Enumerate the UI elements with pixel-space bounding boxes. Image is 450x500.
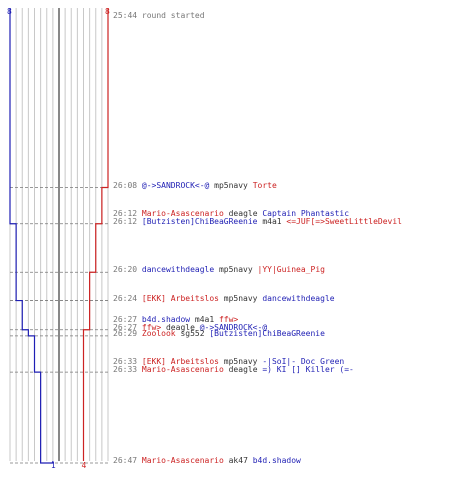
event-line: 26:33 [EKK] Arbeitslos mp5navy -|SoI|- D… <box>113 357 344 366</box>
blue-start-count: 8 <box>7 7 12 16</box>
player-name: dancewithdeagle <box>262 293 335 303</box>
event-line: 26:24 [EKK] Arbeitslos mp5navy dancewith… <box>113 294 335 303</box>
player-name: |YY|Guinea_Pig <box>257 265 325 275</box>
event-line: 26:20 dancewithdeagle mp5navy |YY|Guinea… <box>113 265 325 274</box>
weapon-name: ak47 <box>223 456 253 465</box>
player-name: [EKK] Arbeitslos <box>141 357 219 367</box>
event-time: 26:27 <box>113 322 142 332</box>
weapon-name: m4a1 <box>190 314 219 324</box>
weapon-name: mp5navy <box>209 180 253 190</box>
event-line: 26:27 ffw> deagle @->SANDROCK<-@ <box>113 323 267 332</box>
event-note: round started <box>141 11 205 20</box>
player-name: b4d.shadow <box>252 456 301 465</box>
event-time: 25:44 <box>113 11 142 20</box>
player-name: Mario-Asascenario <box>141 456 224 465</box>
event-time: 26:27 <box>113 314 142 324</box>
event-time: 26:08 <box>113 180 142 190</box>
player-name: [Butzisten]ChiBeaGReenie <box>141 216 258 226</box>
event-line: 25:44 round started <box>113 11 205 20</box>
red-final-count: 4 <box>81 461 87 470</box>
player-name: Mario-Asascenario <box>141 365 224 375</box>
weapon-name: mp5navy <box>218 357 263 367</box>
event-line: 26:12 [Butzisten]ChiBeaGReenie m4a1 <=JU… <box>113 217 402 226</box>
player-name: b4d.shadow <box>141 314 191 324</box>
player-name: [Butzisten]ChiBeaGReenie <box>209 328 325 338</box>
player-name: ffw> <box>141 322 162 332</box>
blue-final-count: 1 <box>50 461 56 470</box>
event-time: 26:47 <box>113 456 142 465</box>
weapon-name: deagle <box>161 322 200 332</box>
player-name: ffw> <box>218 314 239 324</box>
event-time: 26:12 <box>113 216 142 226</box>
weapon-name: mp5navy <box>214 265 258 275</box>
player-name: dancewithdeagle <box>141 265 215 275</box>
player-name: @->SANDROCK<-@ <box>141 180 210 190</box>
event-line: 26:29 Zoolook sg552 [Butzisten]ChiBeaGRe… <box>113 329 325 338</box>
player-name: Zoolook <box>141 328 176 338</box>
player-name: @->SANDROCK<-@ <box>199 322 268 332</box>
event-line: 26:33 Mario-Asascenario deagle =) KI [] … <box>113 365 354 374</box>
event-line: 26:27 b4d.shadow m4a1 ffw> <box>113 315 238 324</box>
weapon-name: deagle <box>223 208 263 218</box>
player-name: <=JUF[=>SweetLittleDevil <box>286 216 402 226</box>
event-time: 26:24 <box>113 293 142 303</box>
player-name: -|SoI|- Doc Green <box>262 357 345 367</box>
player-name: Mario-Asascenario <box>141 208 224 218</box>
event-time: 26:29 <box>113 328 142 338</box>
weapon-name: mp5navy <box>218 293 263 303</box>
player-name: Torte <box>252 180 277 190</box>
event-time: 26:20 <box>113 265 142 275</box>
event-time: 26:33 <box>113 365 142 375</box>
event-line: 26:12 Mario-Asascenario deagle Captain P… <box>113 209 349 218</box>
event-time: 26:12 <box>113 208 142 218</box>
player-name: Captain Phantastic <box>262 208 350 218</box>
player-name: =) KI [] Killer (=- <box>262 365 354 375</box>
red-team-line <box>82 8 109 461</box>
event-line: 26:47 Mario-Asascenario ak47 b4d.shadow <box>113 456 301 465</box>
event-line: 26:08 @->SANDROCK<-@ mp5navy Torte <box>113 181 277 190</box>
player-name: [EKK] Arbeitslos <box>141 293 219 303</box>
weapon-name: sg552 <box>175 328 210 338</box>
event-time: 26:33 <box>113 357 142 367</box>
red-start-count: 8 <box>105 7 110 16</box>
weapon-name: deagle <box>223 365 263 375</box>
blue-team-line <box>9 8 54 464</box>
weapon-name: m4a1 <box>257 216 287 226</box>
